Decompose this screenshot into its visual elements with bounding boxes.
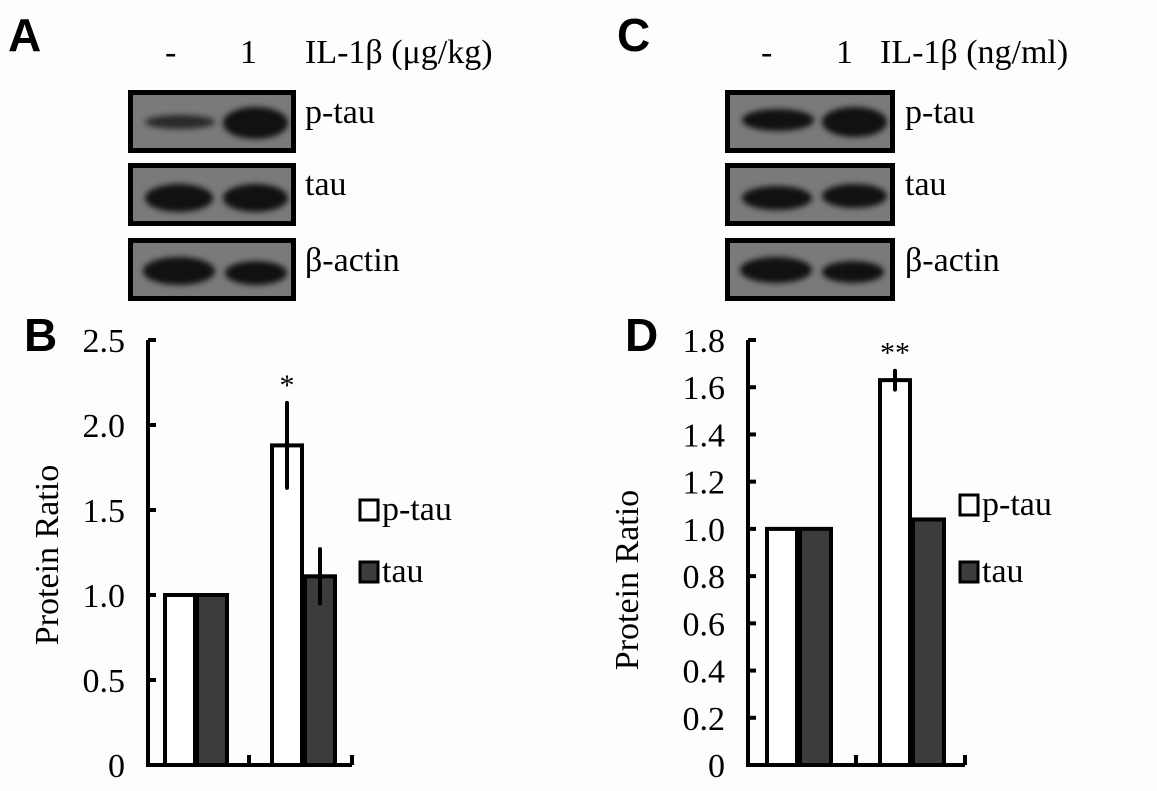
y-tick-label: 0 [108, 748, 125, 785]
legend-label: p-tau [382, 491, 452, 528]
y-tick-label: 0.4 [683, 654, 726, 691]
blot-tau [128, 163, 296, 226]
y-tick-label: 1.5 [83, 493, 126, 530]
bar-p-tau [878, 378, 912, 767]
lane-label-treated: 1 [836, 34, 853, 71]
blot-p-tau [128, 90, 296, 153]
y-tick-label: 1.4 [683, 417, 726, 454]
bar-p-tau [163, 593, 197, 767]
bar-tau [798, 526, 833, 768]
y-tick-label: 0.5 [83, 663, 126, 700]
y-tick-label: 2.0 [83, 408, 126, 445]
y-tick-label: 2.5 [83, 323, 126, 360]
y-tick-label: 0.8 [683, 559, 726, 596]
y-axis-label: Protein Ratio [609, 490, 646, 670]
panel-label-b: B [24, 309, 58, 361]
lane-label-control: - [165, 34, 177, 71]
legend-label: p-tau [982, 486, 1052, 523]
significance-marker: ** [880, 337, 910, 370]
y-tick-label: 0.6 [683, 606, 726, 643]
panel-label-d: D [625, 309, 659, 361]
y-axis-label: Protein Ratio [29, 465, 66, 645]
legend-label: tau [982, 553, 1024, 590]
y-tick-label: 1.0 [83, 578, 126, 615]
blot-label: β-actin [905, 242, 1000, 279]
blot-tau [725, 163, 895, 226]
lane-label-control: - [761, 34, 773, 71]
y-tick-label: 1.6 [683, 370, 726, 407]
bar-p-tau [765, 526, 799, 768]
treatment-label: IL-1β (μg/kg) [305, 34, 493, 71]
blot-label: tau [305, 166, 347, 203]
bar-p-tau [270, 443, 304, 767]
blot-beta-actin [128, 238, 296, 301]
legend-swatch-tau [958, 560, 980, 584]
significance-marker: * [280, 369, 295, 402]
blot-label: tau [905, 166, 947, 203]
legend-label: tau [382, 553, 424, 590]
treatment-label: IL-1β (ng/ml) [880, 34, 1069, 71]
blot-label: p-tau [905, 94, 975, 131]
legend-swatch-tau [358, 560, 380, 584]
lane-label-treated: 1 [240, 34, 257, 71]
bar-tau [195, 593, 229, 767]
y-tick-label: 0.2 [683, 701, 726, 738]
panel-label-a: A [8, 9, 42, 61]
legend-swatch-p-tau [358, 498, 380, 522]
blot-beta-actin [725, 238, 895, 301]
blot-label: β-actin [305, 242, 400, 279]
y-tick-label: 1.8 [683, 323, 726, 360]
blot-label: p-tau [305, 94, 375, 131]
bar-tau [911, 517, 946, 768]
y-tick-label: 0 [708, 748, 725, 785]
y-tick-label: 1.2 [683, 465, 726, 502]
blot-p-tau [725, 90, 895, 153]
y-tick-label: 1.0 [683, 512, 726, 549]
panel-label-c: C [617, 9, 651, 61]
legend-swatch-p-tau [958, 493, 980, 517]
